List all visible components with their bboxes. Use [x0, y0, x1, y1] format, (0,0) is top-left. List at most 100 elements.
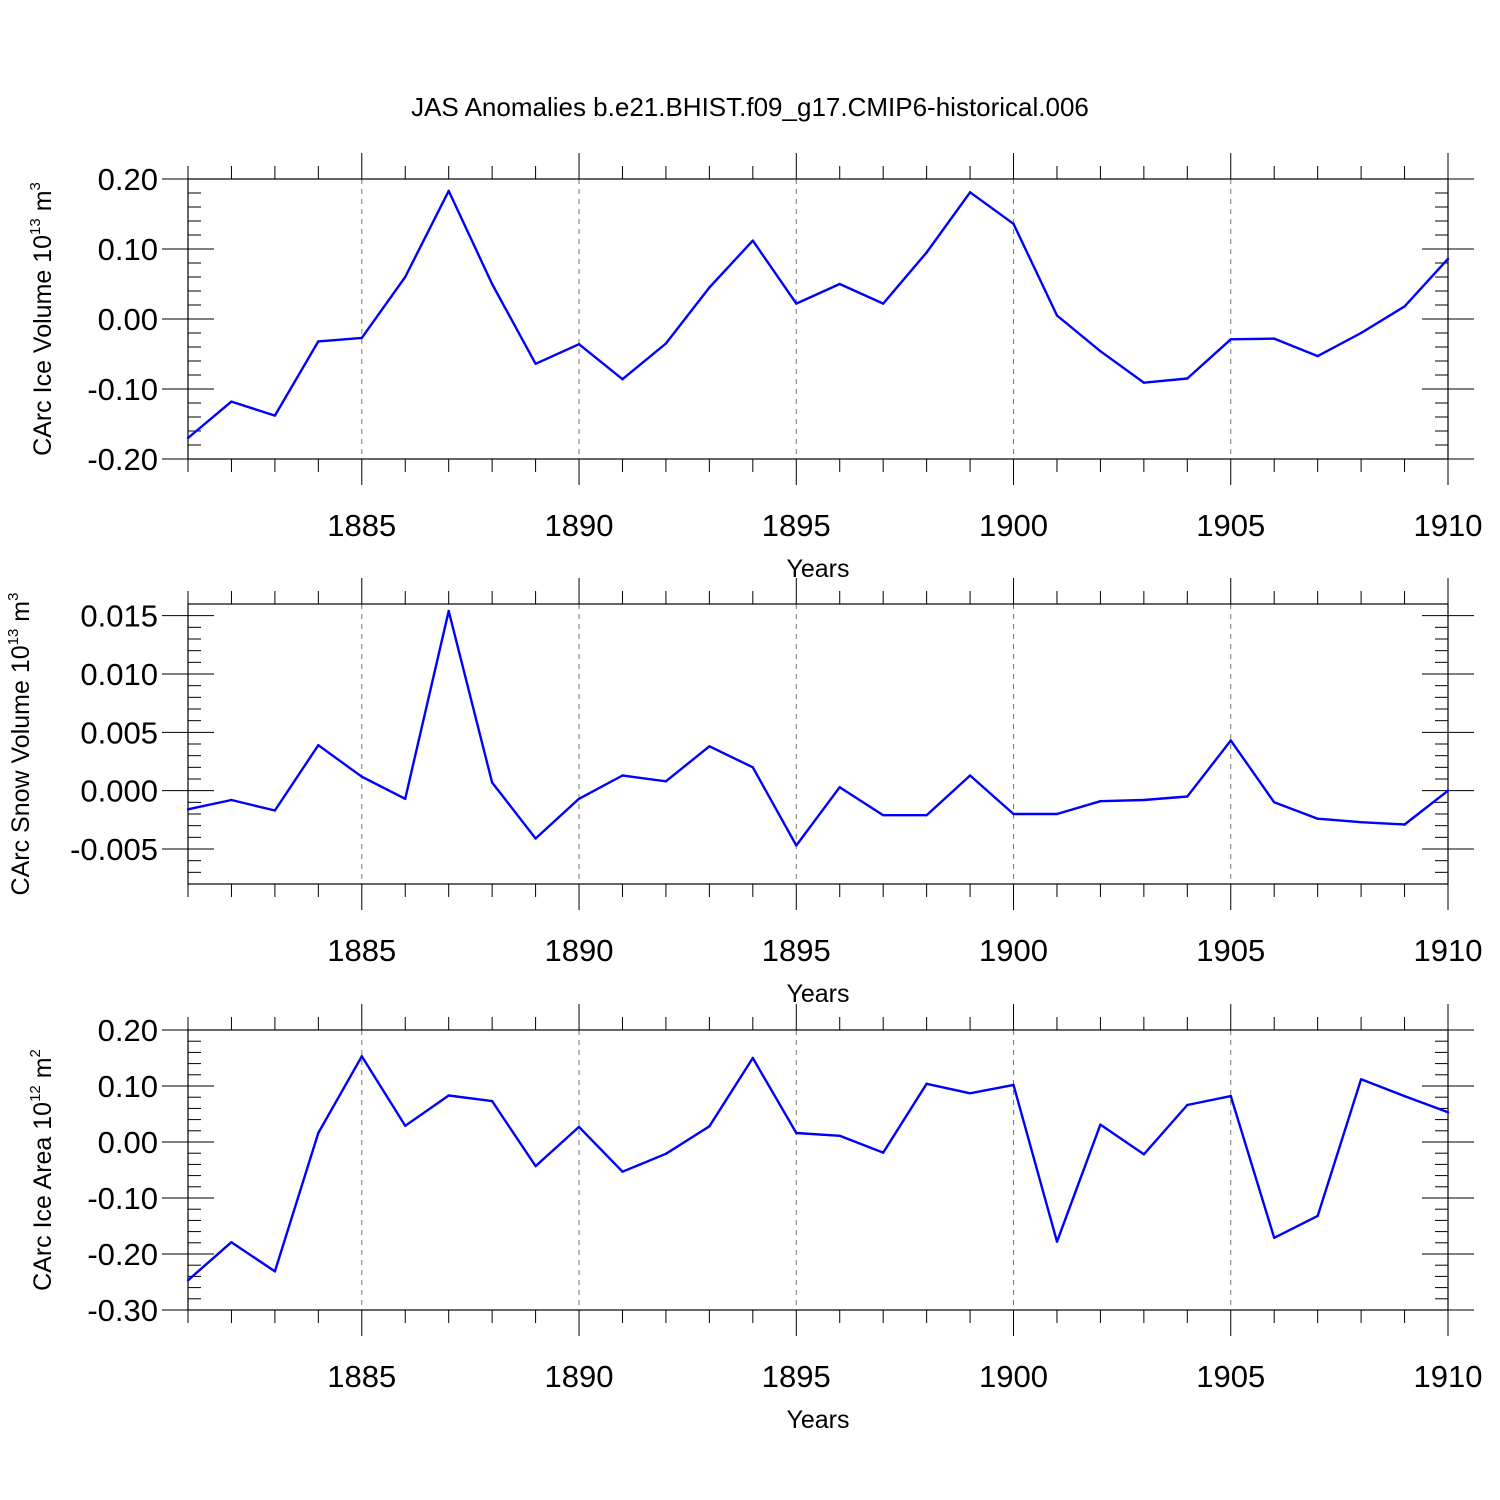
ice-volume-x-tick-label: 1900	[979, 508, 1048, 543]
ice-area-data-point	[1186, 1103, 1189, 1107]
ice-volume-data-point	[1446, 257, 1450, 260]
ice-area-y-tick-label: -0.10	[87, 1181, 158, 1216]
ice-volume-y-axis-label: CArc Ice Volume 1013 m3	[27, 182, 57, 456]
snow-volume-series-line	[187, 609, 1449, 847]
ice-volume-plot-frame	[187, 178, 1449, 460]
snow-volume-data-point	[1142, 798, 1146, 802]
ice-volume-data-point	[838, 282, 841, 286]
snow-volume-data-point	[186, 808, 190, 811]
ice-volume-data-point	[621, 378, 624, 381]
ice-area-data-point	[1273, 1236, 1276, 1239]
ice-area-data-point	[490, 1099, 494, 1103]
snow-volume-data-point	[534, 837, 537, 840]
ice-volume-data-point	[230, 400, 233, 403]
ice-area-data-point	[1403, 1094, 1406, 1098]
snow-volume-y-axis-label: CArc Snow Volume 1013 m3	[5, 593, 35, 896]
ice-volume-x-tick-label: 1910	[1414, 508, 1483, 543]
ice-area-data-point	[186, 1279, 190, 1282]
ice-area-data-point	[751, 1056, 755, 1060]
ice-area-data-point	[795, 1131, 798, 1135]
snow-volume-data-point	[925, 813, 928, 817]
snow-volume-x-tick-label: 1905	[1196, 933, 1265, 968]
ice-area-data-point	[664, 1152, 668, 1155]
snow-volume-data-point	[230, 798, 233, 802]
ice-volume-y-tick-label: -0.10	[87, 372, 158, 407]
snow-volume-data-point	[490, 781, 494, 784]
ice-area-data-point	[1316, 1214, 1319, 1218]
ice-volume-data-point	[1316, 354, 1319, 358]
ice-volume-data-point	[1142, 381, 1146, 384]
snow-volume-data-point	[1055, 812, 1059, 816]
ice-volume-data-point	[1273, 337, 1276, 340]
ice-area-y-tick-label: 0.20	[98, 1013, 158, 1048]
ice-area-data-point	[925, 1082, 928, 1085]
ice-area-data-point	[577, 1125, 581, 1129]
snow-volume-data-point	[968, 774, 972, 777]
snow-volume-panel: -0.005 0.000 0.005 0.010 0.015 1885 1890 1895 19…	[5, 578, 1482, 1008]
ice-volume-data-point	[881, 302, 885, 305]
snow-volume-data-point	[1403, 823, 1406, 826]
ice-volume-x-tick-label: 1885	[327, 508, 396, 543]
snow-volume-data-point	[664, 780, 668, 783]
snow-volume-x-tick-label: 1885	[327, 933, 396, 968]
ice-volume-data-point	[708, 286, 711, 289]
ice-volume-data-point	[186, 436, 190, 440]
ice-area-data-point	[317, 1131, 320, 1135]
ice-volume-panel: -0.20 -0.10 0.00 0.10 0.20 1885 1890 1895 1900 19…	[27, 153, 1482, 583]
ice-area-x-tick-label: 1895	[762, 1359, 831, 1394]
ice-area-data-point	[534, 1164, 537, 1168]
ice-area-y-tick-label: 0.00	[98, 1125, 158, 1160]
ice-area-series-line	[187, 1055, 1449, 1282]
snow-volume-x-tick-label: 1910	[1414, 933, 1483, 968]
ice-volume-x-tick-label: 1890	[545, 508, 614, 543]
ice-area-data-point	[621, 1170, 624, 1173]
ice-area-data-point	[1142, 1153, 1146, 1156]
ice-area-data-point	[838, 1134, 841, 1138]
ice-volume-data-point	[404, 275, 407, 279]
ice-volume-data-point	[317, 340, 320, 343]
ice-area-data-point	[1446, 1111, 1450, 1114]
ice-area-x-tick-label: 1885	[327, 1359, 396, 1394]
ice-area-x-tick-label: 1910	[1414, 1359, 1483, 1394]
snow-volume-y-tick-label: 0.005	[80, 715, 158, 750]
snow-volume-data-point	[1446, 789, 1450, 792]
ice-area-y-tick-label: -0.20	[87, 1237, 158, 1272]
ice-area-y-axis-label: CArc Ice Area 1012 m2	[27, 1049, 57, 1291]
ice-area-data-point	[230, 1241, 233, 1244]
ice-area-data-point	[360, 1055, 363, 1058]
ice-volume-data-point	[273, 414, 277, 417]
ice-volume-y-tick-label: 0.10	[98, 232, 158, 267]
ice-area-x-tick-label: 1890	[545, 1359, 614, 1394]
ice-area-data-point	[1229, 1094, 1232, 1098]
snow-volume-data-point	[1186, 795, 1189, 798]
ice-area-y-tick-label: 0.10	[98, 1069, 158, 1104]
snow-volume-y-tick-label: -0.005	[70, 832, 158, 867]
ice-volume-data-point	[577, 343, 581, 346]
ice-volume-data-point	[1186, 377, 1189, 380]
ice-volume-data-point	[1359, 331, 1363, 335]
ice-volume-x-tick-label: 1905	[1196, 508, 1265, 543]
snow-volume-data-point	[404, 797, 407, 801]
snow-volume-y-tick-label: 0.010	[80, 657, 158, 692]
snow-volume-data-point	[577, 797, 581, 801]
ice-area-plot-frame	[187, 1029, 1449, 1311]
ice-area-panel: -0.30 -0.20 -0.10 0.00 0.10 0.20 1885 1890 1895 1…	[27, 1004, 1482, 1434]
snow-volume-x-tick-label: 1890	[545, 933, 614, 968]
ice-volume-data-point	[447, 189, 450, 193]
snow-volume-x-axis-label: Years	[786, 980, 849, 1008]
snow-volume-data-point	[1229, 739, 1232, 742]
snow-volume-data-point	[751, 766, 755, 769]
ice-area-data-point	[1359, 1078, 1363, 1081]
ice-area-data-point	[447, 1094, 450, 1097]
ice-area-y-tick-label: -0.30	[87, 1293, 158, 1328]
ice-volume-x-tick-label: 1895	[762, 508, 831, 543]
ice-volume-data-point	[360, 336, 363, 340]
ice-volume-data-point	[664, 342, 668, 345]
snow-volume-data-point	[795, 844, 798, 847]
snow-volume-data-point	[708, 745, 711, 748]
ice-volume-data-point	[795, 302, 798, 305]
snow-volume-data-point	[1099, 799, 1102, 803]
ice-volume-data-point	[1055, 314, 1059, 317]
ice-volume-data-point	[968, 191, 972, 194]
